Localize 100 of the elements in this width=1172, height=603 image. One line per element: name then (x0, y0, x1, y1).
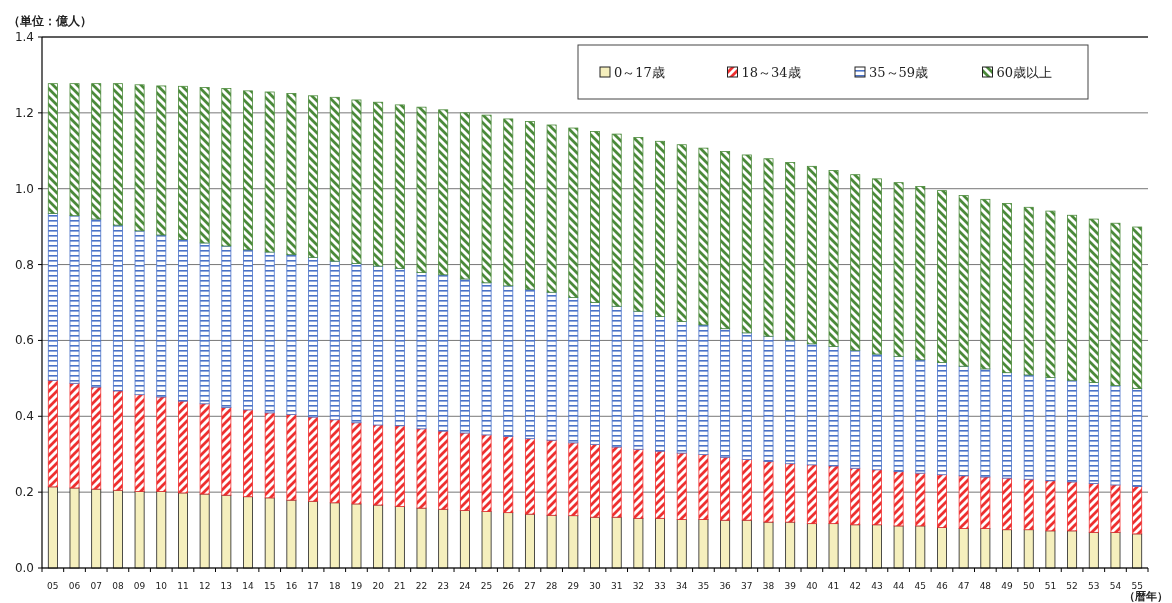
bar (980, 198, 991, 370)
bar (893, 355, 904, 473)
bar (308, 416, 319, 502)
bar (590, 443, 600, 518)
bar (568, 127, 579, 298)
bar (1067, 530, 1078, 569)
x-tick-label: 09 (133, 581, 146, 591)
bar (112, 224, 123, 392)
bar (893, 525, 904, 569)
x-tick-label: 18 (329, 581, 341, 591)
bar (308, 500, 319, 569)
bar (828, 170, 839, 347)
bar (611, 305, 622, 448)
x-tick-label: 12 (198, 581, 211, 591)
bar (655, 517, 666, 569)
bar (937, 474, 947, 528)
x-tick-label: 32 (632, 581, 645, 591)
bar (741, 459, 752, 521)
bar (459, 509, 470, 569)
bar (698, 147, 709, 326)
bar (546, 514, 557, 569)
bar (91, 386, 102, 490)
x-tick-label: 10 (155, 581, 168, 591)
x-tick-label: 24 (459, 581, 471, 591)
bar (655, 316, 666, 452)
bar (828, 523, 839, 569)
y-tick-label: 0.0 (14, 561, 34, 575)
x-tick-label: 17 (307, 581, 319, 591)
bar (763, 461, 774, 523)
y-tick-label: 1.4 (14, 30, 34, 44)
bar (416, 428, 427, 509)
x-tick-label: 53 (1088, 581, 1100, 591)
bar (806, 343, 817, 466)
bar (915, 525, 926, 569)
bar (243, 90, 253, 251)
y-tick-label: 0.8 (14, 257, 34, 272)
x-tick-label: 55 (1131, 581, 1143, 591)
bar (676, 452, 687, 520)
bar (156, 234, 167, 398)
bar (264, 497, 275, 569)
bar (199, 493, 210, 569)
bar (633, 517, 644, 569)
bar (871, 178, 882, 355)
bar (243, 409, 253, 498)
bar (828, 346, 839, 467)
x-tick-label: 44 (892, 581, 905, 591)
bar (91, 83, 102, 220)
bar (329, 502, 340, 569)
bar (1002, 203, 1012, 374)
bar (1023, 374, 1034, 480)
x-tick-label: 28 (545, 581, 558, 591)
x-tick-label: 14 (242, 581, 255, 591)
bar (958, 528, 969, 569)
bar (850, 349, 861, 469)
x-tick-label: 39 (784, 581, 797, 591)
bar (1045, 530, 1056, 569)
legend-label: 18～34歳 (741, 65, 801, 80)
bar (1067, 379, 1078, 483)
y-tick-label: 0.2 (14, 485, 34, 500)
bar (91, 488, 102, 569)
bar (459, 432, 470, 511)
bar (199, 403, 210, 495)
bar (394, 104, 405, 269)
bar (524, 438, 535, 515)
bar (915, 359, 926, 474)
bar (1023, 206, 1034, 376)
bar (69, 215, 80, 384)
bar (373, 504, 384, 569)
bar (633, 137, 644, 312)
bar (156, 490, 167, 569)
x-tick-label: 54 (1109, 581, 1122, 591)
bar (828, 465, 839, 525)
bar (351, 503, 362, 569)
bar (1132, 486, 1143, 535)
x-tick-label: 38 (762, 581, 775, 591)
bar (1132, 533, 1143, 569)
bar (1110, 385, 1121, 486)
bar (351, 263, 362, 424)
bar (698, 519, 709, 569)
bar (741, 154, 752, 334)
bar (373, 265, 384, 426)
x-tick-label: 25 (480, 581, 493, 591)
bar (1023, 529, 1034, 569)
bar (286, 93, 297, 256)
y-tick-label: 1.2 (14, 105, 34, 120)
bar (438, 109, 449, 276)
bar (394, 425, 405, 507)
bar (438, 274, 449, 432)
bar (611, 133, 622, 307)
x-tick-label: 33 (654, 581, 666, 591)
bar (871, 524, 882, 569)
bar (416, 106, 427, 273)
bar (221, 245, 232, 408)
bar (438, 430, 449, 510)
bar (785, 521, 796, 569)
bar (199, 242, 210, 405)
bar (763, 335, 774, 462)
bar (980, 528, 991, 569)
bar (1088, 531, 1099, 569)
bar (264, 251, 275, 414)
